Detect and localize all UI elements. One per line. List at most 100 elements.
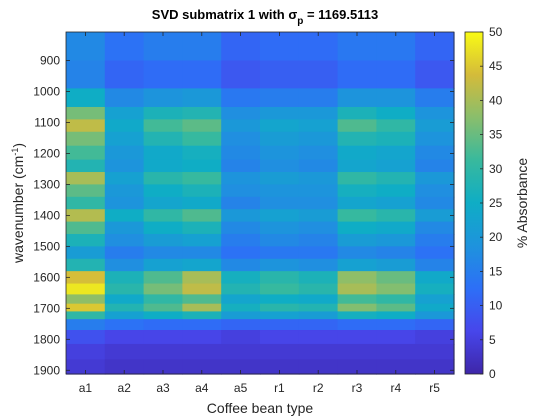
heatmap-cell [182,145,222,161]
heatmap-cell [104,119,145,133]
heatmap-cell [260,159,300,173]
heatmap-cell [221,88,261,108]
heatmap-cell [376,106,416,120]
heatmap-cell [221,119,261,133]
colorbar-tick-label: 50 [489,25,503,39]
heatmap-cell [298,311,339,320]
heatmap-cell [337,196,377,210]
heatmap-cell [143,311,183,320]
heatmap-cell [337,303,377,313]
heatmap-cell [143,32,183,62]
heatmap-cell [182,283,222,295]
heatmap-cell [415,294,455,305]
heatmap-cell [337,319,377,331]
heatmap-cell [376,119,416,133]
heatmap-cell [260,319,300,331]
heatmap-cell [221,159,261,173]
heatmap-cell [337,159,377,173]
heatmap-cell [143,246,183,260]
y-tick-label: 900 [40,54,60,68]
heatmap-cell [415,303,455,313]
colorbar-tick-label: 35 [489,128,503,142]
heatmap-cell [66,303,106,313]
heatmap-cell [337,221,377,235]
heatmap-cell [221,319,261,331]
heatmap-cell [298,159,339,173]
heatmap-cell [337,145,377,161]
heatmap-cell [260,359,300,375]
heatmap-cell [66,246,106,260]
heatmap-cell [260,145,300,161]
chart-title: SVD submatrix 1 with σp = 1169.5113 [152,7,378,27]
heatmap-cell [143,88,183,108]
heatmap-cell [376,246,416,260]
heatmap-cell [182,172,222,186]
heatmap-cell [104,221,145,235]
heatmap-cell [298,330,339,345]
heatmap-cell [66,233,106,247]
heatmap-cell [376,159,416,173]
heatmap-cell [298,60,339,89]
heatmap-cell [143,233,183,247]
heatmap-cell [376,319,416,331]
heatmap-cell [260,106,300,120]
heatmap-cell [260,343,300,361]
heatmap-cell [104,294,145,305]
heatmap-cell [143,343,183,361]
heatmap-cell [182,32,222,62]
heatmap-cell [298,209,339,223]
heatmap-cell [415,32,455,62]
heatmap-cell [221,271,261,285]
heatmap-cell [221,106,261,120]
heatmap-cell [376,271,416,285]
heatmap-cell [221,131,261,147]
y-tick-label: 1400 [33,208,60,222]
heatmap-cell [298,319,339,331]
colorbar-tick-label: 15 [489,264,503,278]
heatmap-cell [104,88,145,108]
heatmap-cell [260,60,300,89]
heatmap-cell [376,343,416,361]
heatmap-cell [182,271,222,285]
heatmap-cell [337,184,377,198]
heatmap-cell [415,359,455,375]
heatmap-cell [66,196,106,210]
heatmap-cell [221,172,261,186]
heatmap-cell [104,343,145,361]
y-tick-label: 1000 [33,84,60,98]
heatmap-cell [415,343,455,361]
heatmap-cell [221,258,261,272]
heatmap-cell [104,359,145,375]
plot-frame [65,31,455,375]
y-tick-label: 1700 [33,301,60,315]
heatmap-cell [376,283,416,295]
heatmap-cell [337,283,377,295]
heatmap-cell [260,209,300,223]
heatmap-cell [221,221,261,235]
y-tick-label: 1900 [33,363,60,377]
heatmap-cell [221,196,261,210]
colorbar-tick-label: 40 [489,93,503,107]
x-tick-label: a3 [156,381,170,395]
y-axis-label: wavenumber (cm-1) [10,143,26,264]
title-suffix: = 1169.5113 [303,7,378,22]
heatmap-cell [376,172,416,186]
heatmap-cell [143,319,183,331]
heatmap-cell [143,303,183,313]
heatmap-cell [415,106,455,120]
heatmap-cell [415,271,455,285]
heatmap-cell [337,258,377,272]
heatmap-cell [415,145,455,161]
heatmap-cell [415,330,455,345]
heatmap-cell [66,330,106,345]
heatmap-cell [143,60,183,89]
heatmap-cell [415,196,455,210]
heatmap-cell [143,119,183,133]
x-tick-label: a5 [234,381,248,395]
heatmap-cell [182,303,222,313]
heatmap-cell [143,271,183,285]
heatmap-cell [260,303,300,313]
heatmap-cell [182,294,222,305]
heatmap-cell [143,294,183,305]
heatmap-cell [143,106,183,120]
